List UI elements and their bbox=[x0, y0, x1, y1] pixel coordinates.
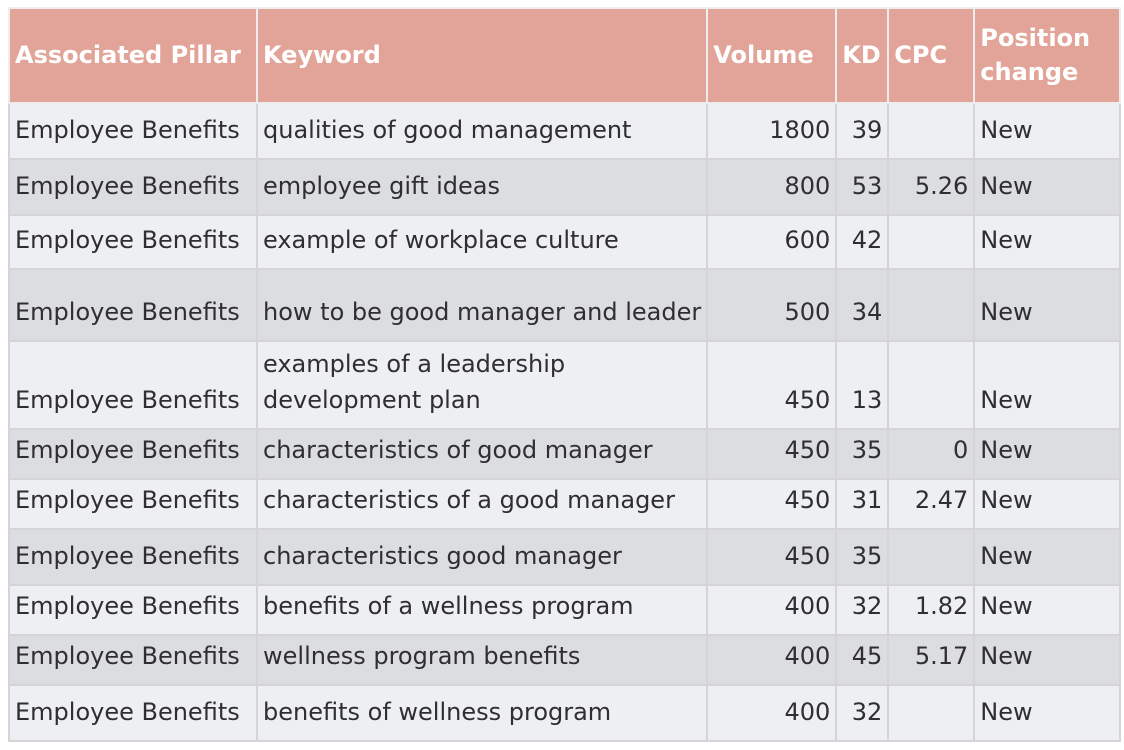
header-kd: KD bbox=[835, 7, 890, 104]
cell-kd: 34 bbox=[835, 268, 890, 342]
cell-cpc bbox=[887, 340, 976, 430]
cell-keyword: benefits of a wellness program bbox=[255, 584, 709, 636]
cell-position-change: New bbox=[973, 478, 1122, 530]
cell-pillar: Employee Benefits bbox=[8, 268, 258, 342]
cell-pillar: Employee Benefits bbox=[8, 428, 258, 480]
cell-keyword: characteristics of good manager bbox=[255, 428, 709, 480]
table-row: Employee Benefits qualities of good mana… bbox=[8, 102, 1122, 160]
table-row: Employee Benefits benefits of wellness p… bbox=[8, 684, 1122, 742]
cell-cpc: 1.82 bbox=[887, 584, 976, 636]
header-cpc: CPC bbox=[887, 7, 976, 104]
cell-volume: 450 bbox=[706, 428, 838, 480]
cell-pillar: Employee Benefits bbox=[8, 528, 258, 586]
header-keyword: Keyword bbox=[255, 7, 709, 104]
cell-keyword: characteristics of a good manager bbox=[255, 478, 709, 530]
cell-pillar: Employee Benefits bbox=[8, 102, 258, 160]
cell-kd: 42 bbox=[835, 214, 890, 270]
cell-cpc bbox=[887, 102, 976, 160]
cell-volume: 450 bbox=[706, 340, 838, 430]
cell-pillar: Employee Benefits bbox=[8, 684, 258, 742]
cell-kd: 32 bbox=[835, 684, 890, 742]
cell-volume: 450 bbox=[706, 478, 838, 530]
table-header-row: Associated Pillar Keyword Volume KD CPC … bbox=[8, 7, 1122, 104]
cell-volume: 800 bbox=[706, 158, 838, 216]
cell-keyword: qualities of good management bbox=[255, 102, 709, 160]
cell-position-change: New bbox=[973, 158, 1122, 216]
cell-volume: 1800 bbox=[706, 102, 838, 160]
cell-volume: 400 bbox=[706, 634, 838, 686]
table-row: Employee Benefits wellness program benef… bbox=[8, 634, 1122, 686]
cell-kd: 31 bbox=[835, 478, 890, 530]
cell-volume: 400 bbox=[706, 584, 838, 636]
cell-cpc: 2.47 bbox=[887, 478, 976, 530]
cell-pillar: Employee Benefits bbox=[8, 634, 258, 686]
cell-position-change: New bbox=[973, 340, 1122, 430]
cell-keyword: example of workplace culture bbox=[255, 214, 709, 270]
cell-position-change: New bbox=[973, 634, 1122, 686]
keyword-table-container: Associated Pillar Keyword Volume KD CPC … bbox=[8, 7, 1122, 742]
cell-pillar: Employee Benefits bbox=[8, 340, 258, 430]
cell-kd: 13 bbox=[835, 340, 890, 430]
table-row: Employee Benefits characteristics of a g… bbox=[8, 478, 1122, 530]
keyword-table: Associated Pillar Keyword Volume KD CPC … bbox=[8, 7, 1122, 742]
cell-keyword: how to be good manager and leader bbox=[255, 268, 709, 342]
cell-pillar: Employee Benefits bbox=[8, 214, 258, 270]
cell-keyword: characteristics good manager bbox=[255, 528, 709, 586]
cell-kd: 53 bbox=[835, 158, 890, 216]
table-row: Employee Benefits how to be good manager… bbox=[8, 268, 1122, 342]
header-volume: Volume bbox=[706, 7, 838, 104]
cell-volume: 450 bbox=[706, 528, 838, 586]
header-position-change: Position change bbox=[973, 7, 1122, 104]
cell-position-change: New bbox=[973, 584, 1122, 636]
cell-keyword: wellness program benefits bbox=[255, 634, 709, 686]
cell-pillar: Employee Benefits bbox=[8, 584, 258, 636]
cell-kd: 35 bbox=[835, 528, 890, 586]
cell-kd: 35 bbox=[835, 428, 890, 480]
cell-cpc bbox=[887, 214, 976, 270]
cell-volume: 500 bbox=[706, 268, 838, 342]
cell-kd: 32 bbox=[835, 584, 890, 636]
cell-position-change: New bbox=[973, 214, 1122, 270]
cell-position-change: New bbox=[973, 528, 1122, 586]
table-row: Employee Benefits characteristics of goo… bbox=[8, 428, 1122, 480]
table-row: Employee Benefits employee gift ideas 80… bbox=[8, 158, 1122, 216]
cell-position-change: New bbox=[973, 102, 1122, 160]
table-row: Employee Benefits characteristics good m… bbox=[8, 528, 1122, 586]
table-row: Employee Benefits benefits of a wellness… bbox=[8, 584, 1122, 636]
cell-cpc bbox=[887, 268, 976, 342]
cell-kd: 39 bbox=[835, 102, 890, 160]
cell-position-change: New bbox=[973, 428, 1122, 480]
cell-cpc bbox=[887, 528, 976, 586]
cell-cpc: 0 bbox=[887, 428, 976, 480]
table-row: Employee Benefits example of workplace c… bbox=[8, 214, 1122, 270]
cell-volume: 400 bbox=[706, 684, 838, 742]
cell-pillar: Employee Benefits bbox=[8, 158, 258, 216]
cell-kd: 45 bbox=[835, 634, 890, 686]
cell-pillar: Employee Benefits bbox=[8, 478, 258, 530]
cell-keyword: employee gift ideas bbox=[255, 158, 709, 216]
cell-position-change: New bbox=[973, 268, 1122, 342]
cell-cpc bbox=[887, 684, 976, 742]
header-associated-pillar: Associated Pillar bbox=[8, 7, 258, 104]
cell-position-change: New bbox=[973, 684, 1122, 742]
cell-cpc: 5.26 bbox=[887, 158, 976, 216]
table-row: Employee Benefits examples of a leadersh… bbox=[8, 340, 1122, 430]
cell-keyword: benefits of wellness program bbox=[255, 684, 709, 742]
cell-cpc: 5.17 bbox=[887, 634, 976, 686]
cell-keyword: examples of a leadership development pla… bbox=[255, 340, 709, 430]
cell-volume: 600 bbox=[706, 214, 838, 270]
